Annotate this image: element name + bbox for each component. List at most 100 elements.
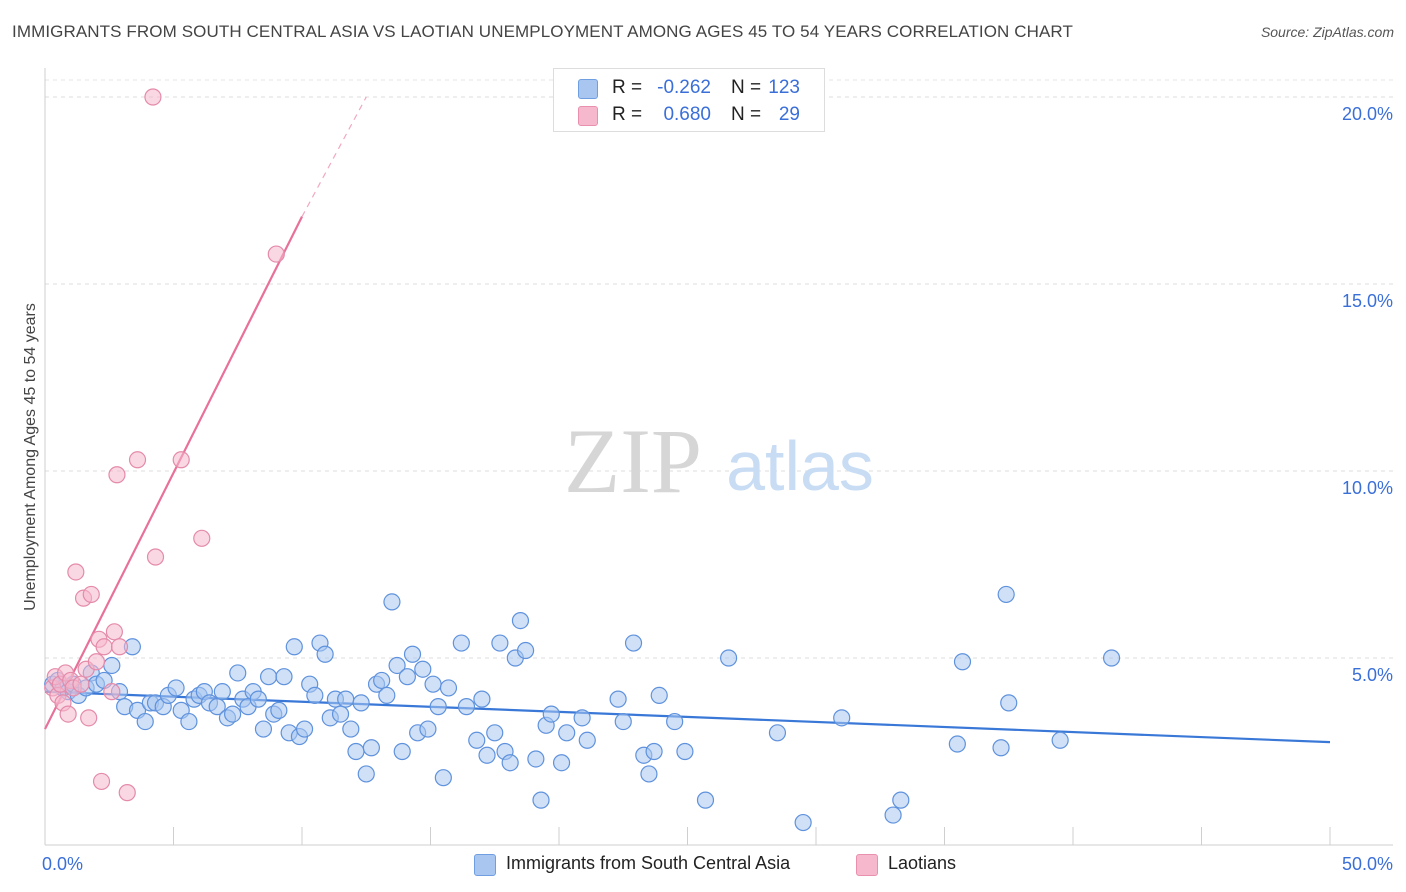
point-blue: [609, 690, 627, 708]
point-blue: [491, 634, 509, 652]
legend-row-pink: R = 0.680 N = 29: [554, 102, 824, 128]
axes: [44, 68, 1393, 846]
point-pink: [105, 623, 123, 641]
legend-r-value: -0.262: [657, 77, 711, 98]
point-blue: [486, 724, 504, 742]
point-blue: [478, 746, 496, 764]
point-blue: [306, 686, 324, 705]
watermark-atlas: atlas: [726, 427, 874, 505]
point-blue: [180, 712, 198, 731]
legend-n-value: 29: [778, 104, 800, 125]
point-blue: [275, 668, 293, 686]
point-pink: [193, 529, 211, 547]
point-blue: [676, 742, 694, 761]
legend-swatch-blue: [578, 79, 598, 99]
point-pink: [118, 784, 136, 802]
point-pink: [82, 585, 100, 604]
point-blue: [419, 720, 437, 738]
point-blue: [316, 645, 334, 663]
correlation-legend: R = -0.262 N = 123 R = 0.680 N = 29: [553, 68, 825, 132]
point-blue: [393, 742, 411, 761]
y-axis-label: Unemployment Among Ages 45 to 54 years: [22, 303, 39, 611]
point-blue: [208, 698, 226, 716]
legend-r-label: R =: [612, 77, 643, 98]
point-pink: [80, 709, 98, 727]
point-blue: [424, 675, 442, 693]
point-blue: [103, 656, 121, 675]
point-blue: [501, 754, 519, 772]
point-blue: [167, 679, 185, 697]
point-blue: [578, 731, 596, 749]
point-blue: [696, 791, 715, 809]
point-blue: [552, 754, 571, 772]
series-blue-points: [44, 585, 1121, 832]
point-blue: [558, 724, 576, 742]
point-blue: [473, 690, 491, 708]
legend-n-label: N =: [731, 77, 762, 98]
point-blue: [833, 709, 851, 727]
point-blue: [542, 705, 560, 723]
x-tick-label: 0.0%: [42, 854, 83, 874]
point-pink: [59, 705, 77, 723]
point-blue: [213, 683, 231, 701]
point-blue: [285, 638, 303, 656]
point-blue: [352, 694, 370, 712]
point-blue: [259, 668, 278, 686]
point-pink: [87, 653, 106, 671]
point-blue: [383, 593, 401, 611]
point-pink: [95, 638, 113, 656]
point-blue: [768, 724, 787, 742]
bottom-legend-swatch-blue: [474, 854, 496, 876]
bottom-legend-label-pink: Laotians: [888, 853, 957, 873]
point-pink: [146, 548, 165, 566]
point-blue: [295, 720, 314, 738]
chart-title: IMMIGRANTS FROM SOUTH CENTRAL ASIA VS LA…: [12, 22, 1073, 41]
point-blue: [378, 686, 396, 705]
point-blue: [136, 712, 154, 731]
point-blue: [666, 712, 684, 731]
point-blue: [720, 649, 738, 667]
trend-line-pink-extension: [301, 96, 367, 217]
point-blue: [997, 585, 1015, 604]
point-blue: [429, 698, 447, 716]
point-blue: [1051, 731, 1069, 749]
y-tick-label: 20.0%: [1342, 104, 1393, 124]
point-blue: [532, 791, 550, 809]
legend-n-value: 123: [768, 77, 800, 98]
x-tick-label: 50.0%: [1342, 854, 1393, 874]
legend-swatch-pink: [578, 106, 598, 126]
point-blue: [527, 750, 545, 768]
point-blue: [892, 791, 910, 809]
point-blue: [1000, 694, 1018, 712]
point-pink: [108, 466, 126, 484]
point-blue: [511, 611, 530, 630]
point-blue: [457, 698, 476, 716]
watermark-zip: ZIP: [564, 410, 702, 512]
point-blue: [953, 653, 972, 671]
point-blue: [516, 641, 535, 660]
point-blue: [439, 679, 458, 697]
point-blue: [640, 765, 658, 783]
gridlines: [45, 79, 1393, 659]
point-pink: [110, 638, 129, 656]
point-blue: [992, 739, 1010, 757]
bottom-legend-swatch-pink: [856, 854, 878, 876]
point-blue: [398, 668, 416, 686]
point-blue: [624, 634, 643, 652]
legend-n-label: N =: [731, 104, 762, 125]
point-blue: [1102, 649, 1121, 667]
point-blue: [224, 705, 242, 723]
point-blue: [452, 634, 470, 652]
y-tick-label: 15.0%: [1342, 291, 1393, 311]
point-blue: [342, 720, 360, 738]
tick-labels: 5.0% 10.0% 15.0% 20.0% 0.0% 50.0%: [42, 104, 1393, 874]
y-tick-label: 10.0%: [1342, 478, 1393, 498]
point-blue: [347, 742, 365, 761]
point-blue: [650, 686, 668, 705]
point-blue: [414, 660, 432, 678]
bottom-legend-label-blue: Immigrants from South Central Asia: [506, 853, 791, 873]
point-pink: [128, 451, 147, 469]
point-pink: [92, 772, 111, 791]
point-pink: [67, 563, 85, 581]
